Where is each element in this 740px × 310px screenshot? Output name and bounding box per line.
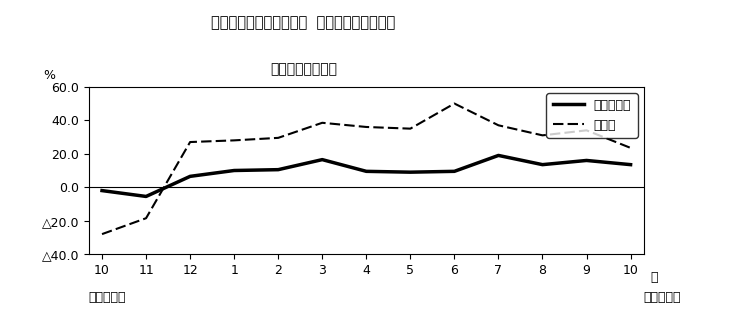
調査産業計 — [582, 159, 591, 162]
Line: 調査産業計: 調査産業計 — [102, 155, 630, 197]
調査産業計 — [317, 158, 326, 162]
調査産業計 — [450, 170, 459, 173]
調査産業計 — [186, 175, 195, 178]
製造業 — [229, 139, 238, 142]
調査産業計 — [362, 170, 371, 173]
Legend: 調査産業計, 製造業: 調査産業計, 製造業 — [546, 93, 638, 138]
調査産業計 — [98, 189, 107, 193]
調査産業計 — [274, 168, 283, 171]
調査産業計 — [538, 163, 547, 166]
製造業 — [626, 146, 635, 150]
製造業 — [538, 134, 547, 137]
製造業 — [317, 121, 326, 125]
Text: 第２図　所定外労働時間  対前年同月比の推移: 第２図 所定外労働時間 対前年同月比の推移 — [212, 16, 395, 30]
調査産業計 — [229, 169, 238, 172]
Text: %: % — [43, 69, 56, 82]
Text: （規模５人以上）: （規模５人以上） — [270, 62, 337, 76]
製造業 — [450, 102, 459, 105]
Line: 製造業: 製造業 — [102, 104, 630, 234]
製造業 — [98, 232, 107, 236]
調査産業計 — [494, 153, 503, 157]
調査産業計 — [406, 170, 415, 174]
製造業 — [494, 123, 503, 127]
製造業 — [186, 140, 195, 144]
調査産業計 — [626, 163, 635, 166]
製造業 — [274, 136, 283, 140]
Text: 平成２２年: 平成２２年 — [644, 291, 681, 304]
Text: 平成２１年: 平成２１年 — [89, 291, 126, 304]
製造業 — [141, 216, 150, 220]
製造業 — [406, 127, 415, 131]
製造業 — [582, 128, 591, 132]
調査産業計 — [141, 195, 150, 198]
Text: 月: 月 — [650, 271, 659, 284]
製造業 — [362, 125, 371, 129]
